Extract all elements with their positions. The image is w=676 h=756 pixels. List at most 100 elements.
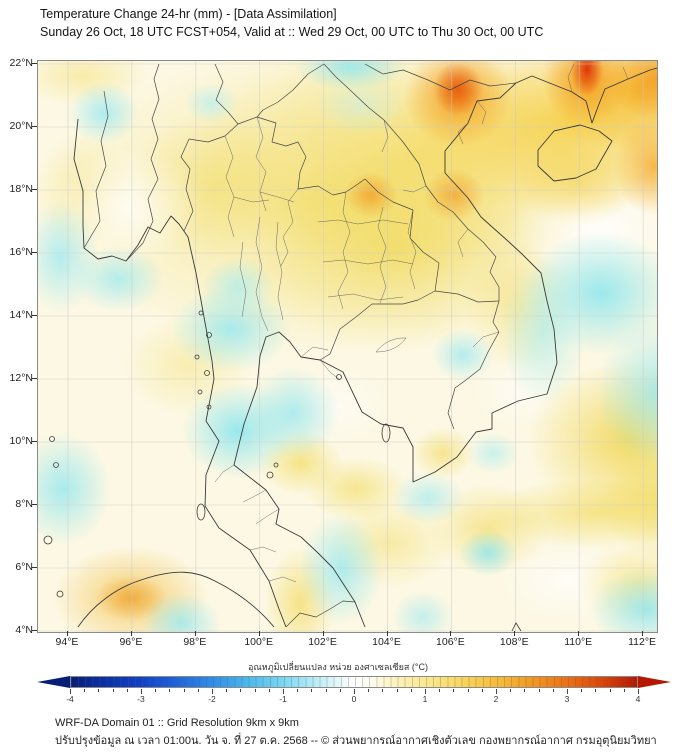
latitude-label: 22°N: [9, 57, 33, 69]
latitude-label: 20°N: [9, 120, 33, 132]
x-tick: [67, 631, 68, 636]
colorbar-tick: [467, 689, 469, 692]
colorbar-tick: [410, 689, 412, 692]
footer-domain-info: WRF-DA Domain 01 :: Grid Resolution 9km …: [55, 717, 299, 729]
y-tick: [32, 567, 37, 568]
colorbar-tick: [70, 689, 71, 694]
map-outline-layer: [38, 61, 657, 632]
colorbar-tick: [169, 689, 171, 692]
colorbar-tick: [524, 689, 526, 692]
colorbar-tick: [283, 689, 284, 694]
x-tick: [130, 631, 132, 636]
map-plot-area: [37, 60, 658, 633]
colorbar-tick: [368, 689, 370, 692]
longitude-label: 94°E: [55, 636, 79, 648]
x-tick: [258, 631, 260, 636]
longitude-label: 108°E: [499, 636, 529, 648]
colorbar-tick: [311, 689, 313, 692]
longitude-label: 98°E: [183, 636, 207, 648]
y-tick: [32, 63, 37, 64]
colorbar-tick: [112, 689, 114, 692]
colorbar-tick: [126, 689, 128, 692]
grid-lines: [38, 61, 657, 632]
colorbar-tick: [382, 689, 384, 692]
colorbar-tick: [510, 689, 512, 692]
y-tick: [32, 315, 37, 316]
y-tick: [32, 252, 37, 253]
colorbar-title: อุณหภูมิเปลี่ยนแปลง หน่วย องศาเซลเซียส (…: [248, 662, 428, 672]
latitude-label: 18°N: [9, 183, 33, 195]
colorbar-right-arrow: [638, 676, 671, 688]
longitude-label: 106°E: [436, 636, 465, 648]
colorbar-tick: [538, 689, 540, 692]
colorbar-tick-label: 0: [351, 694, 357, 704]
islands: [43, 310, 522, 632]
colorbar-tick-label: 3: [564, 694, 570, 704]
colorbar-tick: [623, 689, 625, 692]
colorbar-tick: [268, 689, 270, 692]
colorbar-tick: [84, 689, 86, 692]
y-tick: [32, 630, 37, 631]
colorbar-tick: [567, 689, 568, 694]
colorbar-tick: [226, 689, 228, 692]
colorbar-tick: [609, 689, 611, 692]
colorbar-tick: [240, 689, 242, 692]
colorbar-tick: [254, 689, 256, 692]
latitude-label: 12°N: [9, 372, 33, 384]
colorbar-tick: [141, 689, 142, 694]
longitude-label: 110°E: [564, 636, 593, 648]
latitude-label: 6°N: [15, 561, 33, 573]
colorbar-tick: [396, 689, 398, 692]
latitude-label: 10°N: [9, 435, 33, 447]
colorbar-tick: [425, 689, 426, 694]
colorbar-tick: [595, 689, 597, 692]
coastlines: [73, 67, 657, 628]
colorbar-tick-label: -3: [137, 694, 145, 704]
y-tick: [32, 189, 37, 190]
colorbar: [70, 676, 638, 688]
footer-update-info: ปรับปรุงข้อมูล ณ เวลา 01:00น. วัน จ. ที่…: [55, 735, 657, 747]
y-tick: [32, 126, 37, 127]
province-borders: [214, 63, 629, 583]
colorbar-tick: [297, 689, 299, 692]
colorbar-tick: [496, 689, 497, 694]
latitude-label: 8°N: [15, 498, 33, 510]
country-borders: [83, 63, 517, 628]
latitude-label: 4°N: [15, 624, 33, 636]
colorbar-tick: [183, 689, 185, 692]
colorbar-tick: [638, 689, 639, 694]
latitude-label: 14°N: [9, 309, 33, 321]
page-subtitle: Sunday 26 Oct, 18 UTC FCST+054, Valid at…: [40, 25, 544, 39]
x-tick: [386, 631, 388, 636]
longitude-label: 96°E: [119, 636, 143, 648]
latitude-label: 16°N: [9, 246, 33, 258]
colorbar-tick: [98, 689, 100, 692]
longitude-label: 102°E: [308, 636, 337, 648]
page-title: Temperature Change 24-hr (mm) - [Data As…: [40, 7, 337, 21]
colorbar-left-arrow: [37, 676, 70, 688]
colorbar-tick: [197, 689, 199, 692]
colorbar-tick: [354, 689, 355, 694]
colorbar-tick: [481, 689, 483, 692]
longitude-label: 100°E: [244, 636, 274, 648]
colorbar-tick-label: -1: [279, 694, 287, 704]
colorbar-tick: [325, 689, 327, 692]
colorbar-tick: [439, 689, 441, 692]
colorbar-tick-label: 4: [635, 694, 641, 704]
colorbar-tick: [339, 689, 341, 692]
y-tick: [32, 441, 37, 442]
colorbar-tick-label: 2: [493, 694, 499, 704]
colorbar-tick: [155, 689, 157, 692]
x-tick: [578, 631, 580, 636]
colorbar-tick: [212, 689, 213, 694]
x-tick: [322, 631, 324, 636]
x-tick: [514, 631, 516, 636]
longitude-label: 104°E: [372, 636, 401, 648]
y-tick: [32, 378, 37, 379]
longitude-label: 112°E: [628, 636, 657, 648]
colorbar-tick: [453, 689, 455, 692]
colorbar-tick-label: 1: [422, 694, 428, 704]
colorbar-tick: [552, 689, 554, 692]
x-tick: [642, 631, 644, 636]
